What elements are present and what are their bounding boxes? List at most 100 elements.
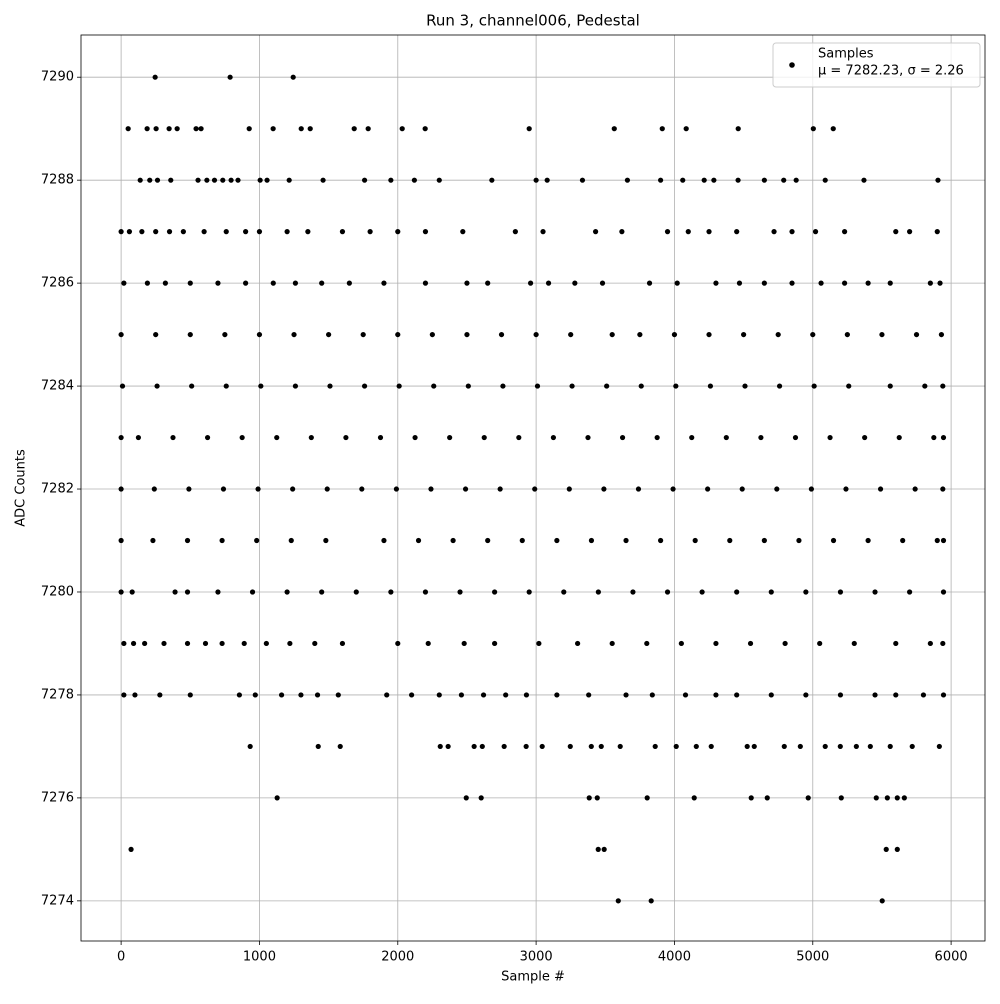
sample-point	[617, 743, 623, 750]
sample-point	[841, 229, 848, 235]
sample-point	[708, 743, 714, 750]
sample-point	[526, 589, 532, 595]
sample-point	[837, 589, 844, 595]
sample-point	[723, 434, 729, 441]
sample-point	[896, 434, 902, 441]
sample-point	[249, 589, 256, 595]
sample-point	[381, 280, 387, 286]
sample-point	[222, 331, 228, 338]
sample-point	[713, 640, 719, 647]
sample-point	[664, 229, 671, 235]
sample-point	[241, 640, 247, 647]
sample-point	[422, 229, 429, 235]
sample-point	[536, 640, 542, 647]
sample-point	[673, 743, 679, 750]
sample-point	[735, 177, 741, 183]
sample-point	[922, 383, 928, 389]
sample-point	[940, 589, 947, 595]
sample-point	[644, 795, 650, 801]
sample-point	[353, 589, 359, 595]
sample-point	[706, 229, 712, 235]
sample-point	[920, 692, 927, 698]
sample-point	[761, 537, 767, 544]
sample-point	[132, 692, 138, 698]
sample-point	[121, 640, 127, 647]
sample-point	[927, 640, 933, 647]
sample-point	[461, 640, 467, 647]
sample-point	[223, 229, 229, 235]
sample-point	[247, 743, 253, 750]
sample-point	[534, 383, 541, 389]
sample-point	[586, 795, 592, 801]
sample-point	[135, 434, 142, 441]
sample-point	[274, 434, 280, 441]
sample-point	[501, 743, 507, 750]
sample-point	[940, 486, 946, 492]
y-tick-label: 7284	[41, 379, 74, 394]
sample-point	[361, 177, 368, 183]
sample-point	[184, 537, 191, 544]
sample-point	[935, 177, 941, 183]
sample-point	[157, 692, 163, 698]
sample-point	[436, 692, 442, 698]
sample-point	[227, 74, 233, 80]
sample-point	[741, 331, 747, 338]
sample-point	[479, 743, 485, 750]
sample-point	[822, 177, 828, 183]
sample-point	[256, 331, 263, 338]
sample-point	[827, 434, 833, 441]
sample-point	[862, 434, 868, 441]
sample-point	[739, 486, 745, 492]
sample-point	[658, 177, 664, 183]
sample-point	[533, 177, 539, 183]
sample-point	[290, 74, 296, 80]
sample-point	[586, 692, 592, 698]
sample-point	[201, 229, 207, 235]
sample-point	[215, 280, 221, 286]
sample-point	[764, 795, 770, 801]
sample-point	[566, 486, 572, 492]
sample-point	[166, 126, 172, 132]
sample-point	[204, 177, 210, 183]
sample-point	[751, 743, 757, 750]
sample-point	[646, 280, 653, 286]
sample-point	[630, 589, 636, 595]
sample-point	[671, 331, 678, 338]
sample-point	[393, 486, 399, 492]
sample-point	[711, 177, 717, 183]
sample-point	[503, 692, 509, 698]
sample-point	[126, 229, 133, 235]
sample-point	[219, 640, 225, 647]
sample-point	[691, 795, 697, 801]
sample-point	[153, 126, 159, 132]
sample-point	[893, 692, 899, 698]
sample-point	[844, 331, 850, 338]
sample-point	[170, 434, 176, 441]
sample-point	[872, 589, 878, 595]
sample-point	[223, 383, 229, 389]
sample-point	[940, 537, 947, 544]
sample-point	[734, 589, 740, 595]
sample-point	[236, 692, 242, 698]
sample-point	[457, 589, 463, 595]
sample-point	[851, 640, 857, 647]
x-tick-label: 6000	[935, 950, 968, 965]
sample-point	[572, 280, 578, 286]
sample-point	[246, 126, 252, 132]
sample-point	[291, 331, 297, 338]
sample-point	[377, 434, 384, 441]
sample-point	[152, 74, 158, 80]
sample-point	[480, 692, 487, 698]
sample-point	[689, 434, 695, 441]
x-tick-label: 4000	[658, 950, 691, 965]
sample-point	[579, 177, 586, 183]
sample-point	[172, 589, 178, 595]
sample-point	[314, 692, 321, 698]
sample-point	[252, 692, 258, 698]
sample-point	[540, 229, 546, 235]
sample-point	[168, 177, 174, 183]
sample-point	[327, 383, 333, 389]
sample-point	[879, 898, 885, 904]
sample-point	[837, 692, 844, 698]
